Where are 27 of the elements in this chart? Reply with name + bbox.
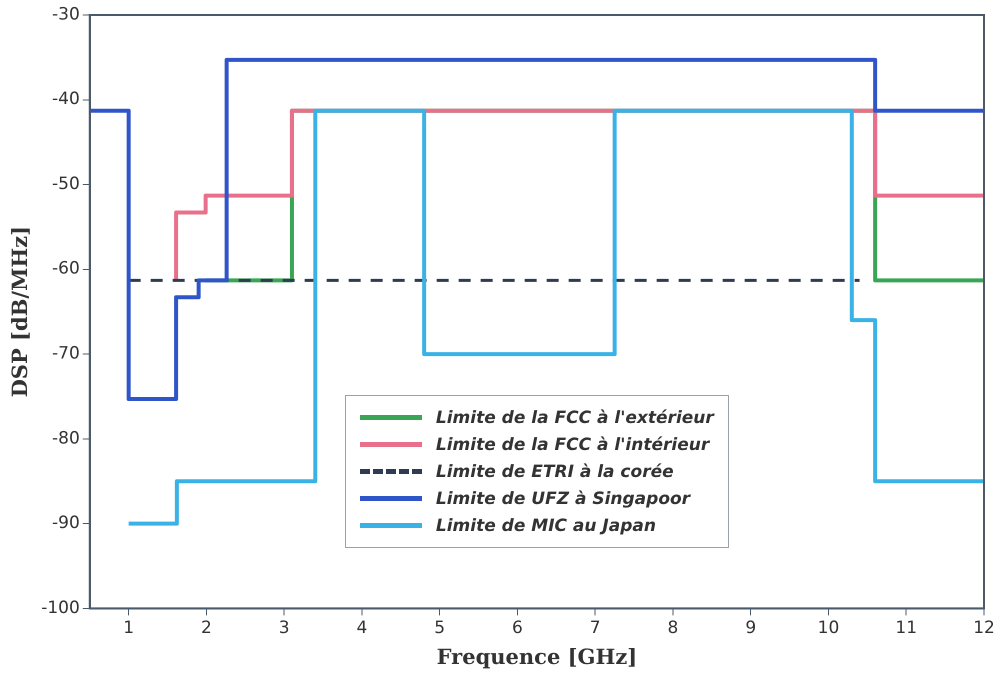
legend-label: Limite de MIC au Japan [436,516,656,536]
x-tick-label: 4 [356,618,368,638]
x-tick-label: 1 [123,618,134,638]
legend-label: Limite de UFZ à Singapoor [436,488,690,509]
legend-label: Limite de la FCC à l'extérieur [436,408,714,428]
x-tick-label: 10 [818,618,840,638]
x-tick-label: 5 [434,618,446,638]
legend-label: Limite de la FCC à l'intérieur [436,434,710,455]
x-tick-label: 7 [590,618,601,638]
y-tick-label: -80 [52,428,80,448]
y-tick-label: -30 [52,4,80,24]
y-tick-label: -90 [52,513,80,534]
x-tick-label: 8 [668,618,678,638]
y-tick-label: -60 [52,258,80,279]
y-tick-label: -40 [52,89,80,110]
x-tick-label: 6 [512,618,523,638]
x-tick-label: 2 [201,618,212,638]
x-tick-label: 9 [745,618,756,638]
y-tick-label: -70 [52,344,80,364]
y-axis-title: DSP [dB/MHz] [7,226,32,398]
x-axis-title: Frequence [GHz] [436,644,638,669]
y-tick-label: -50 [52,174,80,194]
x-tick-label: 12 [973,618,995,638]
y-tick-label: -100 [41,598,80,618]
x-tick-label: 11 [895,618,918,638]
legend-label: Limite de ETRI à la corée [436,462,674,482]
x-tick-label: 3 [278,618,290,638]
